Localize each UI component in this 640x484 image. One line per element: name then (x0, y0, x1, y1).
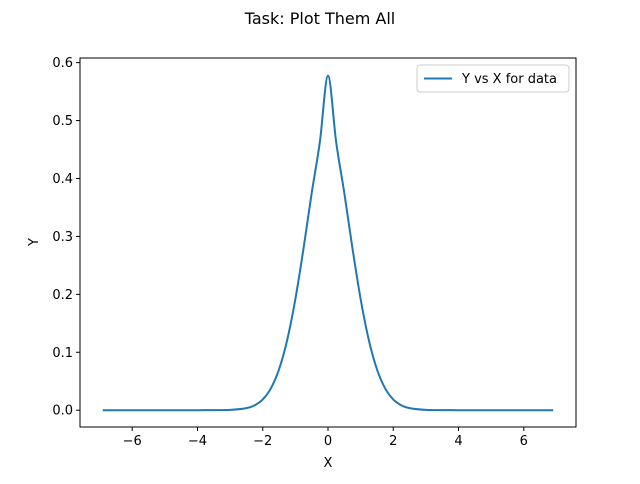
x-tick-label: −2 (253, 434, 272, 449)
x-tick-label: −4 (188, 434, 207, 449)
y-tick-label: 0.2 (52, 288, 73, 303)
x-tick-label: 2 (389, 434, 397, 449)
series-layer (102, 74, 554, 412)
y-tick-label: 0.5 (52, 114, 73, 129)
plot-area (79, 57, 577, 428)
x-tick-label: −6 (123, 434, 142, 449)
chart-title: Task: Plot Them All (244, 9, 396, 28)
x-tick-label: 6 (520, 434, 528, 449)
x-axis: −6 −4 −2 0 2 4 6 (123, 427, 528, 449)
series-line (102, 74, 554, 412)
y-tick-label: 0.1 (52, 346, 73, 361)
legend-label: Y vs X for data (461, 72, 557, 87)
x-tick-label: 4 (454, 434, 462, 449)
legend: Y vs X for data (416, 64, 570, 93)
y-tick-label: 0.0 (52, 404, 73, 419)
y-tick-label: 0.3 (52, 230, 73, 245)
legend-box (416, 64, 570, 93)
y-tick-label: 0.4 (52, 172, 73, 187)
y-axis-label: Y (27, 238, 42, 247)
x-axis-label: X (324, 456, 333, 471)
y-tick-label: 0.6 (52, 56, 73, 71)
x-tick-label: 0 (324, 434, 332, 449)
y-axis: 0.0 0.1 0.2 0.3 0.4 0.5 0.6 (52, 56, 80, 419)
